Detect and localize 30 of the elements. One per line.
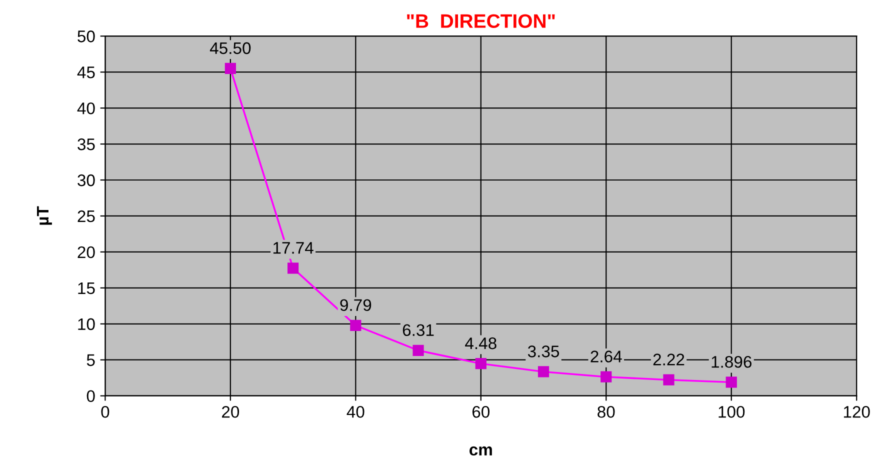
data-label: 1.896 (712, 356, 752, 368)
y-tick-label: 15 (78, 282, 95, 294)
x-tick-label: 0 (101, 406, 110, 418)
data-label: 2.64 (590, 350, 622, 362)
x-tick-label: 100 (718, 406, 745, 418)
data-label: 3.35 (528, 346, 560, 358)
y-tick-label: 25 (78, 210, 95, 222)
y-tick-label: 10 (78, 318, 95, 330)
y-tick-label: 35 (78, 138, 95, 150)
x-tick-label: 40 (346, 406, 364, 418)
data-label: 45.50 (210, 42, 251, 54)
data-label: 17.74 (273, 242, 314, 254)
y-axis-title: µT (37, 206, 52, 225)
x-tick-label: 120 (844, 406, 870, 418)
x-tick-label: 60 (472, 406, 490, 418)
y-tick-label: 0 (86, 390, 95, 402)
x-tick-label: 20 (222, 406, 240, 418)
y-tick-label: 20 (78, 246, 95, 258)
x-axis-title: cm (470, 446, 492, 456)
data-label: 4.48 (465, 337, 496, 350)
y-tick-label: 5 (86, 354, 95, 366)
chart-title: "B DIRECTION" (407, 14, 555, 28)
y-tick-label: 45 (77, 66, 95, 78)
y-tick-label: 40 (77, 102, 95, 114)
y-tick-label: 50 (78, 30, 95, 42)
data-label: 6.31 (402, 324, 434, 336)
y-tick-label: 30 (78, 174, 95, 186)
x-tick-label: 80 (598, 406, 615, 418)
data-label: 2.22 (653, 354, 684, 366)
data-label: 9.79 (340, 299, 372, 311)
